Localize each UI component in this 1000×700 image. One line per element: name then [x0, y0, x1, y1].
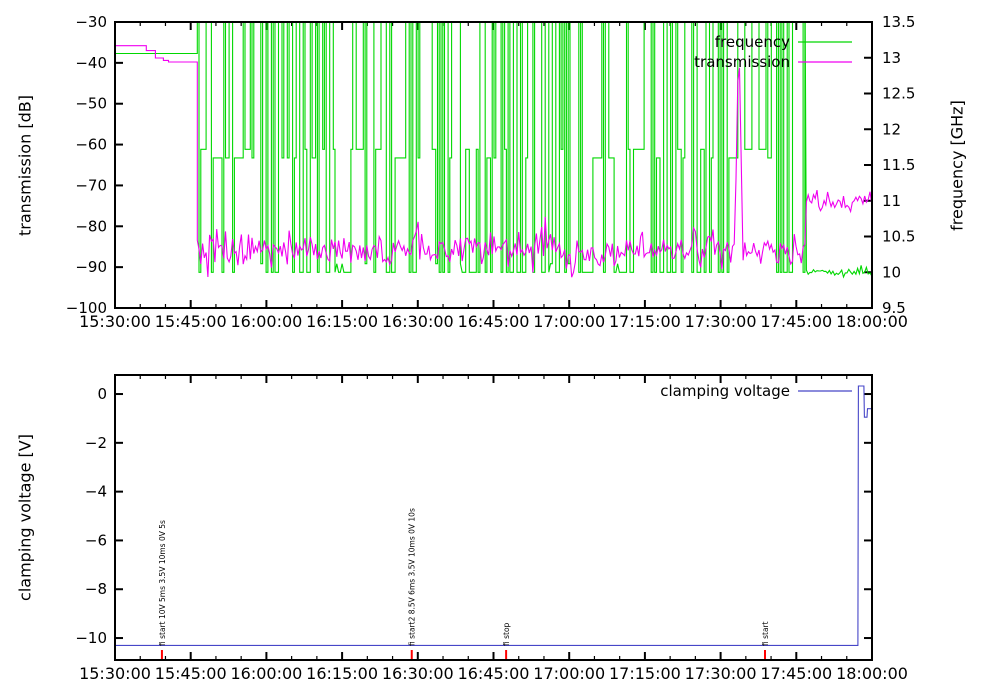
- x-tick-label: 17:15:00: [609, 664, 681, 683]
- y-left-tick-label: −4: [85, 483, 107, 501]
- x-tick-label: 15:45:00: [155, 664, 227, 683]
- y-left-tick-label: −40: [75, 54, 107, 72]
- y-right-tick-label: 11: [882, 192, 901, 210]
- legend: clamping voltage: [660, 382, 852, 400]
- y-left-tick-label: −100: [66, 299, 107, 317]
- y-right-tick-label: 12.5: [882, 85, 915, 103]
- frequency-series-line: [115, 22, 872, 279]
- top-right-axis-title: frequency [GHz]: [947, 100, 967, 231]
- legend-label: frequency: [715, 33, 790, 51]
- y-right-tick-label: 11.5: [882, 156, 915, 174]
- y-left-tick-label: −30: [75, 13, 107, 31]
- y-right-tick-label: 13.5: [882, 13, 915, 31]
- legend: frequency transmission: [694, 33, 852, 71]
- y-left-tick-label: −80: [75, 217, 107, 235]
- event-label: fi stop: [502, 622, 511, 646]
- plot-border: [114, 21, 873, 309]
- x-tick-label: 16:45:00: [458, 312, 530, 331]
- x-tick-label: 16:15:00: [306, 664, 378, 683]
- y-left-tick-label: −70: [75, 176, 107, 194]
- y-right-tick-label: 12: [882, 120, 901, 138]
- y-left-tick-label: −10: [75, 629, 107, 647]
- plot-border: [114, 374, 873, 661]
- tick-marks: [114, 375, 873, 660]
- event-label: fi start 10V 5ms 3.5V 10ms 0V 5s: [158, 520, 167, 646]
- top-plot: −30 −40 −50 −60 −70 −80 −90 −100 13.5 13 12.5 12 11.…: [66, 13, 916, 331]
- x-tick-label: 15:30:00: [79, 312, 151, 331]
- bottom-left-axis-title: clamping voltage [V]: [15, 434, 35, 601]
- legend-label: transmission: [694, 53, 790, 71]
- y-left-tick-label: −60: [75, 136, 107, 154]
- x-tick-label: 17:30:00: [685, 312, 757, 331]
- x-tick-label: 17:45:00: [760, 312, 832, 331]
- top-left-axis-title: transmission [dB]: [15, 95, 35, 236]
- y-right-tick-label: 10.5: [882, 228, 915, 246]
- x-tick-label: 17:45:00: [760, 664, 832, 683]
- x-tick-label: 16:00:00: [230, 664, 302, 683]
- y-left-tick-label: −90: [75, 258, 107, 276]
- x-tick-label: 15:30:00: [79, 664, 151, 683]
- x-tick-label: 18:00:00: [836, 664, 908, 683]
- x-tick-label: 16:15:00: [306, 312, 378, 331]
- x-tick-label: 17:30:00: [685, 664, 757, 683]
- event-label: fi start2 8.5V 6ms 3.5V 10ms 0V 10s: [408, 508, 417, 646]
- transmission-series-line: [115, 45, 872, 278]
- x-tick-label: 16:00:00: [230, 312, 302, 331]
- clamping-voltage-series-line: [115, 385, 872, 646]
- y-right-tick-label: 10: [882, 263, 901, 281]
- y-left-tick-label: −8: [85, 580, 107, 598]
- event-label: fi start: [761, 621, 770, 646]
- x-tick-label: 16:30:00: [382, 664, 454, 683]
- y-left-tick-label: −50: [75, 95, 107, 113]
- x-tick-label: 18:00:00: [836, 312, 908, 331]
- tick-labels: 0 −2 −4 −6 −8 −10 15:30:00 15:45:00 16:00:00 16:1…: [75, 385, 908, 683]
- bottom-plot: 0 −2 −4 −6 −8 −10 15:30:00 15:45:00 16:00:00 16:1…: [75, 374, 908, 683]
- x-tick-label: 16:30:00: [382, 312, 454, 331]
- y-right-tick-label: 13: [882, 49, 901, 67]
- x-tick-label: 17:15:00: [609, 312, 681, 331]
- x-tick-label: 17:00:00: [533, 664, 605, 683]
- legend-label: clamping voltage: [660, 382, 790, 400]
- y-left-tick-label: −2: [85, 434, 107, 452]
- tick-labels: −30 −40 −50 −60 −70 −80 −90 −100 13.5 13 12.5 12 11.…: [66, 13, 916, 331]
- x-tick-label: 17:00:00: [533, 312, 605, 331]
- y-left-tick-label: −6: [85, 531, 107, 549]
- y-left-tick-label: 0: [97, 385, 107, 403]
- x-tick-label: 15:45:00: [155, 312, 227, 331]
- x-tick-label: 16:45:00: [458, 664, 530, 683]
- y-right-tick-label: 9.5: [882, 299, 906, 317]
